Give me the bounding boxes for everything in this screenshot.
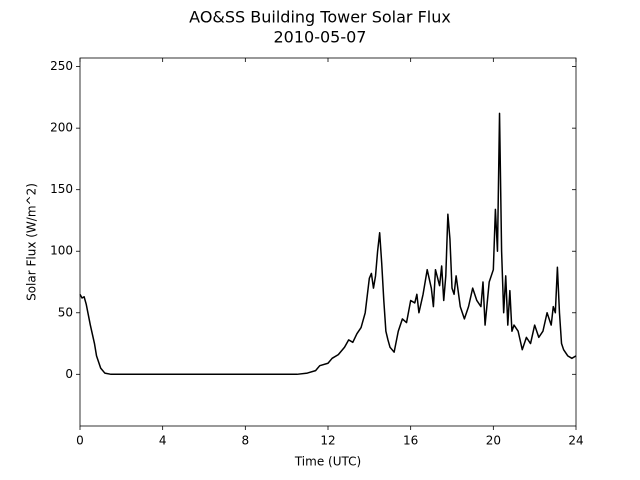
x-tick-label: 4 bbox=[159, 434, 167, 448]
y-tick-label: 100 bbox=[50, 244, 73, 258]
chart-subtitle: 2010-05-07 bbox=[274, 28, 367, 47]
y-tick-label: 200 bbox=[50, 121, 73, 135]
x-tick-label: 0 bbox=[76, 434, 84, 448]
x-tick-label: 8 bbox=[242, 434, 250, 448]
y-axis-label: Solar Flux (W/m^2) bbox=[25, 183, 39, 301]
x-tick-label: 16 bbox=[403, 434, 418, 448]
y-tick-label: 150 bbox=[50, 182, 73, 196]
x-tick-label: 12 bbox=[320, 434, 335, 448]
x-tick-label: 24 bbox=[568, 434, 583, 448]
y-tick-label: 50 bbox=[58, 305, 73, 319]
x-tick-label: 20 bbox=[486, 434, 501, 448]
y-tick-label: 0 bbox=[65, 367, 73, 381]
chart-title: AO&SS Building Tower Solar Flux bbox=[189, 8, 451, 27]
y-tick-label: 250 bbox=[50, 59, 73, 73]
data-line bbox=[79, 112, 577, 376]
x-axis-label: Time (UTC) bbox=[294, 455, 361, 469]
